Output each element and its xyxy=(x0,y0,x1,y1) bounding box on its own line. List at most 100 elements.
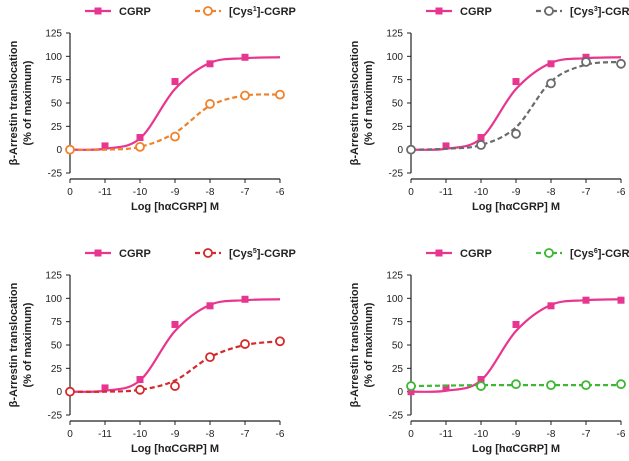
data-point xyxy=(476,140,486,150)
y-axis-subtitle: (% of maximum) xyxy=(363,302,375,387)
x-tick-label: -9 xyxy=(171,187,180,198)
y-axis-title: β-Arrestin translocation xyxy=(349,282,361,407)
x-tick-label: 0 xyxy=(67,187,73,198)
data-point xyxy=(65,144,75,155)
x-tick-label: -6 xyxy=(276,429,285,440)
x-tick-label: -7 xyxy=(241,187,250,198)
data-point xyxy=(442,384,450,392)
x-tick-label: -11 xyxy=(98,187,112,198)
legend-label: [Cys5]-CGRP xyxy=(229,248,296,260)
data-point xyxy=(241,295,249,303)
data-point xyxy=(547,302,555,310)
x-tick-label: 0 xyxy=(408,429,414,440)
data-point xyxy=(406,381,416,391)
legend: CGRP [Cys3]-CGRP xyxy=(426,6,629,18)
chart-panel-2: -25 0 25 50 75 100 125 0 -11 -10 -9 -8 -7 -6 Log [hαCG… xyxy=(349,6,629,213)
x-tick-label: -10 xyxy=(474,187,489,198)
x-tick-label: 0 xyxy=(408,187,414,198)
fit-curve xyxy=(410,298,622,393)
x-tick-label: -6 xyxy=(276,187,285,198)
y-tick-label: 125 xyxy=(386,29,403,40)
legend-marker xyxy=(435,7,443,15)
y-tick-label: 100 xyxy=(386,52,403,63)
data-point xyxy=(406,144,416,155)
x-axis-title: Log [hαCGRP] M xyxy=(472,443,560,455)
x-axis-title: Log [hαCGRP] M xyxy=(472,201,560,213)
x-tick-label: -11 xyxy=(439,187,453,198)
legend: CGRP [Cys5]-CGRP xyxy=(85,248,296,260)
x-tick-label: -10 xyxy=(474,429,489,440)
x-tick-label: -8 xyxy=(206,429,215,440)
data-point xyxy=(65,386,75,397)
y-tick-label: 100 xyxy=(386,294,403,305)
series-cys-analog xyxy=(65,336,285,397)
y-tick-label: 125 xyxy=(45,29,62,40)
y-axis-subtitle: (% of maximum) xyxy=(22,302,34,387)
x-axis-title: Log [hαCGRP] M xyxy=(131,443,219,455)
legend: CGRP [Cys6]-CGRP xyxy=(426,248,629,260)
y-tick-label: 75 xyxy=(392,317,404,328)
data-point xyxy=(101,142,109,150)
y-axis-title: β-Arrestin translocation xyxy=(349,40,361,165)
legend-label: [Cys6]-CGRP xyxy=(570,248,629,260)
y-axis-title: β-Arrestin translocation xyxy=(8,282,20,407)
legend: CGRP [Cys1]-CGRP xyxy=(85,6,296,18)
legend-marker xyxy=(544,6,554,16)
y-tick-label: 75 xyxy=(51,317,63,328)
y-tick-label: 25 xyxy=(392,122,404,133)
y-axis-subtitle: (% of maximum) xyxy=(363,60,375,145)
x-tick-label: -6 xyxy=(617,187,626,198)
data-point xyxy=(206,60,214,68)
y-tick-label: -25 xyxy=(389,411,404,422)
y-tick-label: 125 xyxy=(386,271,403,282)
series-cys-analog xyxy=(406,57,626,155)
data-point xyxy=(511,379,521,390)
y-tick-label: -25 xyxy=(48,169,63,180)
data-point xyxy=(135,141,145,152)
data-point xyxy=(136,134,144,142)
legend-label: CGRP xyxy=(119,6,151,18)
data-point xyxy=(547,60,555,68)
y-tick-label: 25 xyxy=(51,122,63,133)
x-tick-label: -8 xyxy=(206,187,215,198)
y-tick-label: 75 xyxy=(392,75,404,86)
legend-marker xyxy=(203,6,213,16)
legend-label: [Cys3]-CGRP xyxy=(570,6,629,18)
y-tick-label: 0 xyxy=(397,145,403,156)
data-point xyxy=(275,89,285,100)
data-point xyxy=(512,78,520,86)
data-point xyxy=(476,381,486,391)
chart-panel-3: -25 0 25 50 75 100 125 0 -11 -10 -9 -8 -7 -6 Log [hαCG… xyxy=(8,248,296,455)
y-axis-subtitle: (% of maximum) xyxy=(22,60,34,145)
legend-marker xyxy=(94,249,102,257)
data-point xyxy=(582,296,590,304)
x-tick-label: -10 xyxy=(133,429,148,440)
data-point xyxy=(240,90,250,101)
data-point xyxy=(240,339,250,349)
y-tick-label: 25 xyxy=(51,364,63,375)
data-point xyxy=(170,381,180,391)
y-tick-label: -25 xyxy=(48,411,63,422)
data-point xyxy=(616,58,626,69)
legend-marker xyxy=(94,7,102,15)
legend-marker xyxy=(435,249,443,257)
y-tick-label: 100 xyxy=(45,294,62,305)
x-axis-title: Log [hαCGRP] M xyxy=(131,201,219,213)
x-tick-label: -7 xyxy=(582,187,591,198)
y-tick-label: 0 xyxy=(56,387,62,398)
data-point xyxy=(206,302,214,310)
x-tick-label: -8 xyxy=(547,187,556,198)
y-tick-label: 0 xyxy=(397,387,403,398)
data-point xyxy=(581,380,591,391)
legend-label: CGRP xyxy=(460,6,492,18)
fit-curve xyxy=(410,60,622,151)
data-point xyxy=(477,134,485,142)
y-tick-label: 100 xyxy=(45,52,62,63)
data-point xyxy=(617,296,625,304)
x-tick-label: -6 xyxy=(617,429,626,440)
legend-label: [Cys1]-CGRP xyxy=(229,6,296,18)
data-point xyxy=(616,379,626,390)
x-tick-label: -7 xyxy=(241,429,250,440)
data-point xyxy=(171,78,179,86)
